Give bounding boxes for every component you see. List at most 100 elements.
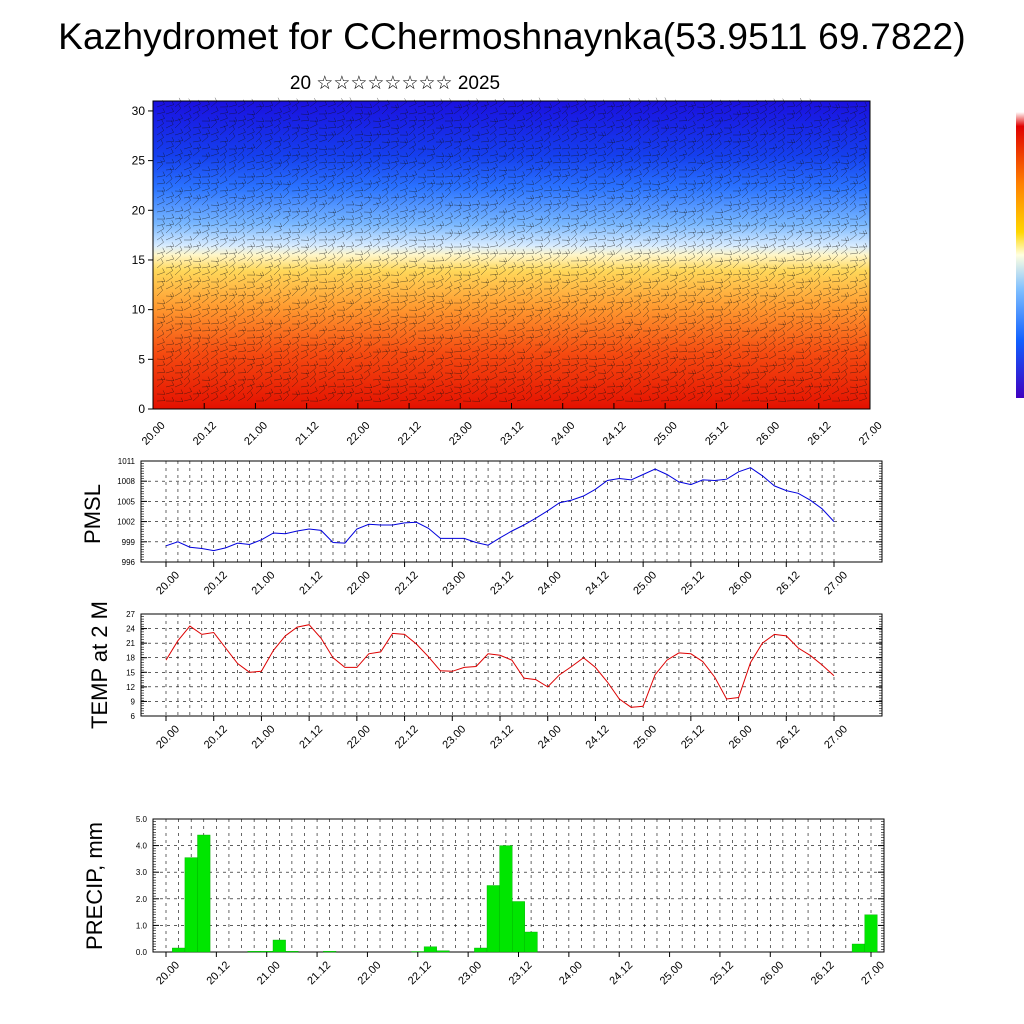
x-tick-label: 20.12 (205, 959, 233, 987)
x-tick-label: 23.12 (488, 569, 516, 597)
x-tick-label: 24.12 (601, 420, 629, 448)
y-tick-label: 27 (126, 610, 135, 619)
y-tick-label: 0 (138, 402, 145, 416)
x-tick-label: 21.12 (297, 569, 325, 597)
y-tick-label: 25 (132, 154, 146, 168)
cross-section-panel: 0 5 10 15 20 25 30 20.00 20.12 21.00 21.12 22.00 22.… (132, 97, 885, 448)
x-tick-label: 22.00 (345, 723, 373, 751)
x-tick-label: 20.00 (154, 959, 182, 987)
y-tick-label: 1011 (118, 457, 136, 466)
precip-bar (436, 950, 450, 953)
x-tick-label: 21.12 (293, 420, 321, 448)
x-tick-label: 23.12 (488, 723, 516, 751)
wind-barbs (156, 97, 868, 403)
x-tick-label: 27.00 (822, 723, 850, 751)
color-legend-bar (1016, 112, 1024, 398)
x-tick-label: 24.12 (584, 723, 612, 751)
y-tick-label: 15 (126, 668, 135, 677)
pmsl-axis-label: PMSL (80, 484, 105, 544)
x-tick-label: 20.12 (202, 723, 230, 751)
precip-axis-label: PRECIP, mm (82, 822, 107, 950)
x-tick-label: 25.12 (703, 420, 731, 448)
x-tick-label: 23.12 (507, 959, 535, 987)
temp-panel: 6 9 12 15 18 21 24 27 20.00 20.12 21.00 21.12 22.00 2… (126, 610, 883, 751)
x-tick-label: 21.00 (250, 723, 278, 751)
y-tick-label: 9 (131, 697, 136, 706)
x-tick-label: 21.00 (250, 569, 278, 597)
precip-bar (411, 951, 425, 953)
x-tick-label: 20.12 (202, 569, 230, 597)
x-tick-label: 25.00 (652, 420, 680, 448)
precip-bar (864, 914, 878, 953)
precip-bar (184, 857, 198, 953)
x-tick-label: 23.00 (447, 420, 475, 448)
precip-bar (172, 947, 186, 953)
x-tick-label: 20.00 (140, 420, 168, 448)
subtitle: 20 ☆☆☆☆☆☆☆☆ 2025 (289, 73, 501, 94)
x-tick-label: 20.00 (154, 569, 182, 597)
x-tick-label: 24.12 (584, 569, 612, 597)
y-tick-label: 1005 (117, 497, 135, 506)
y-tick-label: 1.0 (136, 921, 148, 930)
x-tick-label: 22.12 (396, 420, 424, 448)
x-tick-label: 26.12 (809, 959, 837, 987)
y-tick-label: 999 (122, 538, 136, 547)
pmsl-line (165, 467, 835, 552)
page-title: Kazhydromet for CChermoshnaynka(53.9511 … (58, 16, 966, 57)
x-tick-label: 24.12 (607, 959, 635, 987)
x-tick-label: 26.00 (727, 569, 755, 597)
y-tick-label: 20 (132, 203, 146, 217)
y-tick-label: 30 (132, 104, 146, 118)
pmsl-panel: 996 999 1002 1005 1008 1011 20.00 20.12 21.00 21.… (117, 457, 883, 597)
x-tick-label: 25.12 (708, 959, 736, 987)
temp-frame (140, 613, 883, 717)
x-tick-label: 27.00 (857, 420, 885, 448)
precip-bar (851, 943, 865, 953)
y-tick-label: 24 (126, 625, 135, 634)
precip-bar (247, 951, 261, 953)
precip-bar (474, 947, 488, 953)
x-tick-label: 20.00 (154, 723, 182, 751)
y-tick-label: 1002 (117, 518, 135, 527)
x-tick-label: 26.12 (774, 723, 802, 751)
temp-line (165, 624, 835, 708)
x-tick-label: 24.00 (536, 723, 564, 751)
y-tick-label: 6 (131, 712, 136, 721)
precip-bar (285, 951, 299, 953)
precip-bar (486, 885, 500, 953)
x-tick-label: 23.00 (440, 569, 468, 597)
x-tick-label: 25.00 (631, 723, 659, 751)
x-tick-label: 26.12 (806, 420, 834, 448)
x-tick-label: 26.12 (774, 569, 802, 597)
x-tick-label: 26.00 (758, 959, 786, 987)
precip-bar (524, 931, 538, 953)
x-tick-label: 24.00 (536, 569, 564, 597)
x-tick-label: 23.12 (498, 420, 526, 448)
x-tick-label: 24.00 (549, 420, 577, 448)
y-tick-label: 996 (122, 558, 136, 567)
x-tick-label: 20.12 (191, 420, 219, 448)
x-tick-label: 27.00 (822, 569, 850, 597)
y-tick-label: 0.0 (136, 948, 148, 957)
x-tick-label: 25.00 (631, 569, 659, 597)
x-tick-label: 21.00 (242, 420, 270, 448)
y-tick-label: 3.0 (136, 868, 148, 877)
precip-panel: 0.0 1.0 2.0 3.0 4.0 5.0 20.00 20.12 21.00 21.12 22… (136, 815, 887, 987)
y-tick-label: 4.0 (136, 842, 148, 851)
x-tick-label: 22.00 (345, 569, 373, 597)
x-tick-label: 25.00 (658, 959, 686, 987)
x-tick-label: 26.00 (754, 420, 782, 448)
y-tick-label: 5 (138, 352, 145, 366)
precip-bar (423, 946, 437, 953)
x-tick-label: 22.12 (393, 723, 421, 751)
heatmap-field (153, 101, 870, 409)
x-tick-label: 21.12 (297, 723, 325, 751)
pmsl-frame (140, 460, 883, 563)
y-tick-label: 18 (126, 654, 135, 663)
precip-bar (323, 951, 337, 953)
precip-bar (197, 834, 211, 953)
x-tick-label: 25.12 (679, 569, 707, 597)
precip-bar (272, 939, 286, 953)
x-tick-label: 27.00 (859, 959, 887, 987)
